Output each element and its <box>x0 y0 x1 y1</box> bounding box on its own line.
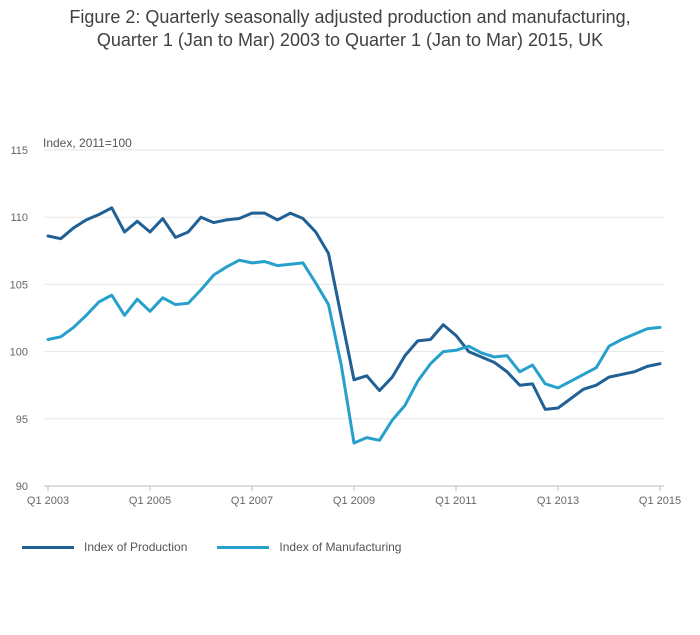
legend-swatch-production <box>22 545 74 549</box>
y-tick-label: 110 <box>10 212 28 224</box>
y-tick-label: 115 <box>10 145 28 157</box>
legend-item-production: Index of Production <box>22 540 187 554</box>
x-tick-label: Q1 2011 <box>435 495 476 507</box>
chart-title-line-1: Figure 2: Quarterly seasonally adjusted … <box>69 7 631 27</box>
legend-label-production: Index of Production <box>84 540 188 554</box>
x-tick-label: Q1 2003 <box>27 495 69 507</box>
y-tick-label: 95 <box>16 414 28 426</box>
axes: 90 95 100 105 110 115 Q1 2003 Q1 2005 Q1 2007 Q1 … <box>10 145 681 507</box>
series-line-manufacturing <box>46 258 662 445</box>
series-line-production <box>46 206 662 411</box>
legend-label-manufacturing: Index of Manufacturing <box>279 540 402 554</box>
x-tick-label: Q1 2013 <box>537 495 579 507</box>
chart-title: Figure 2: Quarterly seasonally adjusted … <box>0 6 700 52</box>
legend-swatch-manufacturing <box>217 545 270 549</box>
y-tick-label: 100 <box>10 347 28 359</box>
y-tick-label: 105 <box>10 279 28 291</box>
legend-item-manufacturing: Index of Manufacturing <box>217 540 401 554</box>
y-tick-label: 90 <box>16 481 28 493</box>
x-tick-label: Q1 2007 <box>231 495 273 507</box>
x-tick-label: Q1 2005 <box>129 495 171 507</box>
legend: Index of Production Index of Manufacturi… <box>22 540 431 554</box>
chart-title-line-2: Quarter 1 (Jan to Mar) 2003 to Quarter 1… <box>96 30 604 50</box>
series-lines <box>46 206 662 445</box>
x-tick-label: Q1 2009 <box>333 495 375 507</box>
y-axis-title: Index, 2011=100 <box>43 136 132 150</box>
x-tick-label: Q1 2015 <box>639 495 681 507</box>
